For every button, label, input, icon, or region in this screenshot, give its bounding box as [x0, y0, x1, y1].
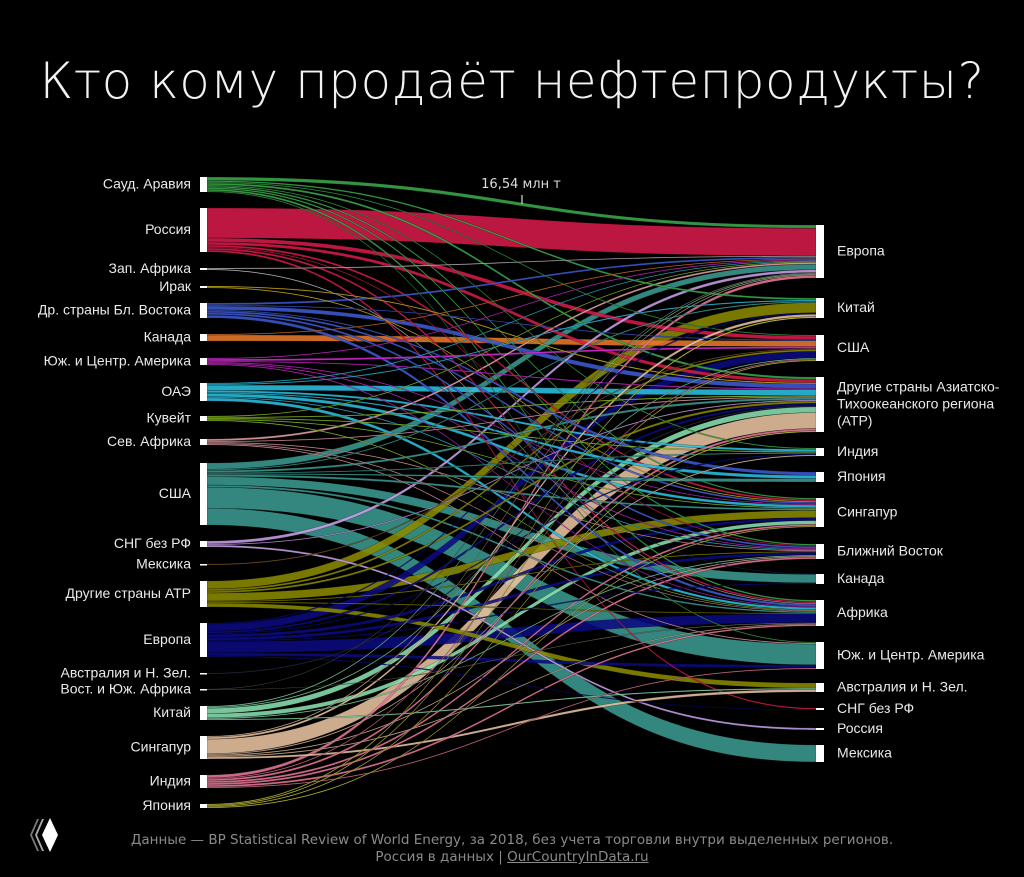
source-node-bar[interactable]: [200, 303, 207, 318]
target-label: США: [837, 339, 870, 355]
target-node-bar[interactable]: [816, 600, 824, 626]
value-annotation: 16,54 млн т: [481, 177, 561, 204]
source-node-bar[interactable]: [200, 268, 207, 270]
target-node-bar[interactable]: [816, 708, 824, 710]
target-label: Китай: [837, 299, 875, 315]
target-label: Мексика: [837, 745, 892, 761]
target-label: Тихоокеанского региона: [837, 396, 994, 412]
source-node-bar[interactable]: [200, 564, 207, 566]
source-node-bar[interactable]: [200, 623, 207, 657]
source-label: Индия: [150, 773, 191, 789]
source-node-bar[interactable]: [200, 286, 207, 288]
target-label: Европа: [837, 243, 885, 259]
target-label: Россия: [837, 720, 883, 736]
source-label: ОАЭ: [161, 383, 191, 399]
flows-layer: [206, 176, 817, 809]
target-label: Япония: [837, 468, 886, 484]
source-label: Мексика: [136, 556, 191, 572]
source-label: США: [159, 485, 192, 501]
target-node-bar[interactable]: [816, 574, 824, 584]
source-label: Европа: [143, 631, 191, 647]
source-label: СНГ без РФ: [114, 535, 191, 551]
source-node-bar[interactable]: [200, 177, 207, 192]
source-node-bar[interactable]: [200, 804, 207, 808]
source-label: Вост. и Юж. Африка: [60, 681, 191, 697]
source-node-bar[interactable]: [200, 416, 207, 421]
site-logo-icon[interactable]: [27, 817, 61, 853]
source-node-bar[interactable]: [200, 775, 207, 788]
target-node-bar[interactable]: [816, 225, 824, 278]
target-node-bar[interactable]: [816, 745, 824, 762]
annotation-label: 16,54 млн т: [481, 177, 561, 192]
source-node-bar[interactable]: [200, 463, 207, 525]
footer: Данные — BP Statistical Review of World …: [0, 832, 1024, 866]
source-label: Др. страны Бл. Востока: [38, 302, 191, 318]
source-label: Япония: [142, 797, 191, 813]
source-nodes: Сауд. Аравия Россия Зап. Африка Ирак Др. стр…: [38, 176, 207, 813]
footer-brand: Россия в данных |: [375, 849, 508, 865]
target-node-bar[interactable]: [816, 377, 824, 432]
target-label: (АТР): [837, 413, 872, 429]
source-node-bar[interactable]: [200, 439, 207, 445]
source-node-bar[interactable]: [200, 689, 207, 691]
source-label: Россия: [145, 221, 191, 237]
source-label: Другие страны АТР: [65, 585, 191, 601]
footer-credits: Россия в данных | OurCountryInData.ru: [0, 849, 1024, 866]
target-label: Другие страны Азиатско-: [837, 379, 1000, 395]
target-node-bar[interactable]: [816, 642, 824, 669]
target-label: Африка: [837, 604, 888, 620]
target-node-bar[interactable]: [816, 544, 824, 559]
target-node-bar[interactable]: [816, 335, 824, 361]
chart-title: Кто кому продаёт нефтепродукты?: [39, 52, 985, 110]
source-label: Сингапур: [131, 739, 192, 755]
target-node-bar[interactable]: [816, 472, 824, 482]
source-label: Зап. Африка: [109, 260, 192, 276]
target-node-bar[interactable]: [816, 448, 824, 456]
source-label: Китай: [153, 704, 191, 720]
source-label: Ирак: [159, 278, 192, 294]
source-label: Кувейт: [147, 410, 192, 426]
target-label: Канада: [837, 570, 885, 586]
target-label: Ближний Восток: [837, 543, 944, 559]
site-link[interactable]: OurCountryInData.ru: [507, 849, 649, 865]
source-label: Юж. и Центр. Америка: [44, 353, 192, 369]
source-node-bar[interactable]: [200, 334, 207, 341]
target-node-bar[interactable]: [816, 683, 824, 692]
target-label: Юж. и Центр. Америка: [837, 647, 985, 663]
target-label: Индия: [837, 443, 878, 459]
target-node-bar[interactable]: [816, 498, 824, 527]
source-node-bar[interactable]: [200, 581, 207, 607]
footer-source-note: Данные — BP Statistical Review of World …: [130, 832, 894, 848]
source-label: Сев. Африка: [107, 433, 191, 449]
source-node-bar[interactable]: [200, 736, 207, 759]
source-node-bar[interactable]: [200, 208, 207, 252]
target-node-bar[interactable]: [816, 298, 824, 318]
target-label: СНГ без РФ: [837, 700, 914, 716]
target-node-bar[interactable]: [816, 728, 824, 730]
source-node-bar[interactable]: [200, 706, 207, 720]
source-node-bar[interactable]: [200, 383, 207, 401]
target-label: Австралия и Н. Зел.: [837, 679, 968, 695]
source-node-bar[interactable]: [200, 673, 207, 675]
source-node-bar[interactable]: [200, 358, 207, 365]
source-node-bar[interactable]: [200, 541, 207, 547]
target-label: Сингапур: [837, 504, 898, 520]
source-label: Канада: [144, 329, 192, 345]
target-nodes: Европа Китай США Другие страны Азиатско-Тих…: [816, 225, 1000, 762]
source-label: Австралия и Н. Зел.: [61, 665, 192, 681]
source-label: Сауд. Аравия: [103, 176, 191, 192]
